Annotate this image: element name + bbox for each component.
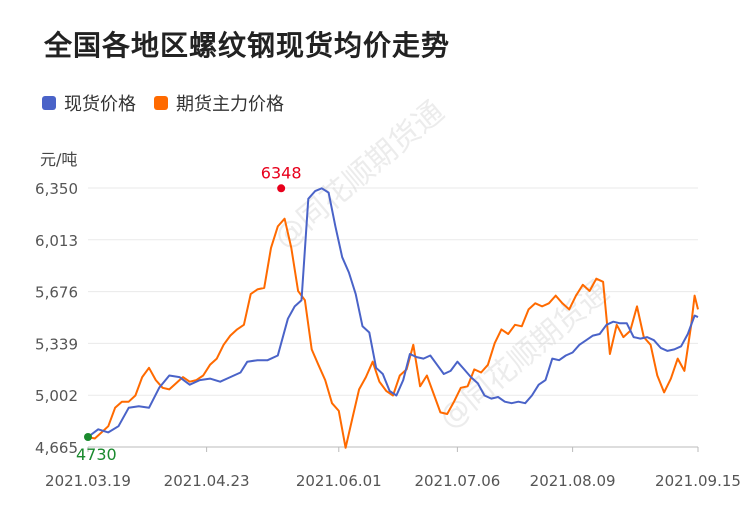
x-tick-label: 2021.08.09 (530, 472, 616, 490)
max-point-marker (277, 184, 286, 193)
legend-item-spot[interactable]: 现货价格 (42, 90, 136, 116)
min-point-marker (84, 433, 92, 442)
y-tick-label: 6,013 (35, 232, 78, 250)
y-axis-unit: 元/吨 (40, 150, 78, 169)
legend: 现货价格 期货主力价格 (42, 90, 284, 116)
y-tick-label: 6,350 (35, 180, 78, 198)
x-tick-label: 2021.03.19 (45, 472, 131, 490)
min-point-label: 4730 (76, 445, 117, 464)
watermark-2: @同花顺期货通 (433, 274, 616, 436)
y-tick-label: 5,676 (35, 284, 78, 302)
legend-swatch-futures (154, 96, 168, 110)
x-tick-label: 2021.09.15 (655, 472, 741, 490)
x-axis-tick-labels: 2021.03.19 2021.04.23 2021.06.01 2021.07.06… (45, 472, 741, 490)
annotation-marks: 6348 4730 (76, 163, 302, 464)
y-tick-label: 5,339 (35, 335, 78, 353)
max-point-label: 6348 (261, 163, 302, 182)
y-tick-label: 4,665 (35, 439, 78, 457)
series-line-futures (87, 217, 699, 449)
legend-swatch-spot (42, 96, 56, 110)
series-line-spot (87, 187, 699, 438)
y-tick-label: 5,002 (35, 387, 78, 405)
legend-label-spot: 现货价格 (64, 94, 136, 115)
legend-item-futures[interactable]: 期货主力价格 (154, 90, 284, 116)
x-tick-label: 2021.06.01 (296, 472, 382, 490)
series-lines (87, 187, 699, 449)
chart-title: 全国各地区螺纹钢现货均价走势 (44, 29, 451, 62)
legend-label-futures: 期货主力价格 (176, 94, 284, 115)
y-axis-tick-labels: 4,665 5,002 5,339 5,676 6,013 6,350 (35, 180, 78, 457)
x-tick-label: 2021.04.23 (164, 472, 250, 490)
x-tick-label: 2021.07.06 (414, 472, 500, 490)
